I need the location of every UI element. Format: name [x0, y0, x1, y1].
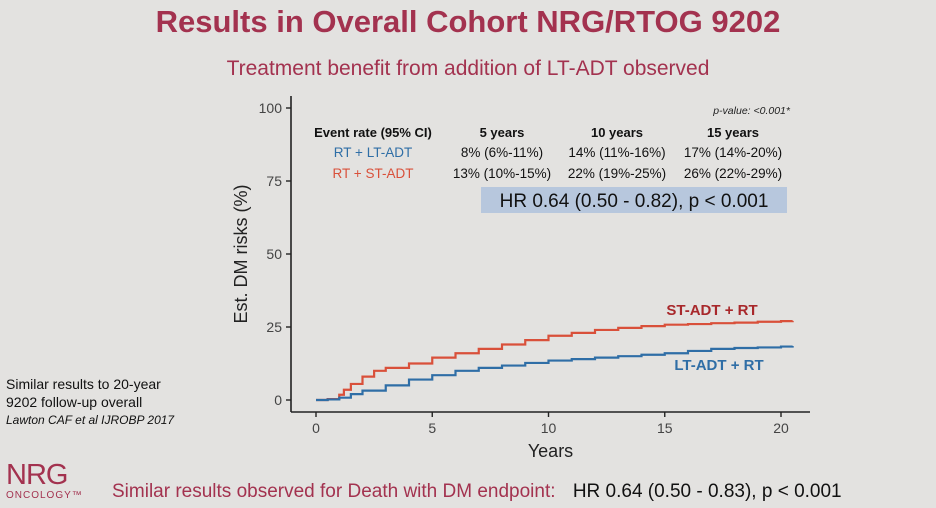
logo-sub: ONCOLOGY™	[6, 490, 83, 501]
y-tick-label: 50	[266, 246, 282, 262]
y-tick-label: 75	[266, 173, 282, 189]
y-axis-label: Est. DM risks (%)	[231, 185, 251, 324]
table-cell: 26% (22%-29%)	[684, 166, 782, 181]
x-tick-label: 10	[541, 420, 557, 436]
table-cell: 17% (14%-20%)	[684, 145, 782, 160]
slide-subtitle: Treatment benefit from addition of LT-AD…	[226, 57, 710, 80]
series-line-1	[316, 345, 794, 402]
table-row-label: RT + ST-ADT	[333, 166, 414, 181]
citation: Lawton CAF et al IJROBP 2017	[6, 413, 175, 427]
table-header: 5 years	[480, 125, 525, 140]
logo-main: NRG	[6, 459, 68, 491]
table-cell: 14% (11%-16%)	[568, 145, 665, 160]
hr-box-background	[481, 187, 787, 213]
footer: Similar results observed for Death with …	[112, 481, 842, 503]
table-cell: 22% (19%-25%)	[568, 166, 666, 181]
y-tick-label: 0	[274, 392, 282, 408]
x-tick-label: 20	[773, 420, 789, 436]
series-label-st-adt: ST-ADT + RT	[666, 302, 757, 319]
footer-text: Similar results observed for Death with …	[112, 481, 556, 502]
nrg-oncology-logo: NRG ONCOLOGY™	[6, 460, 106, 506]
table-cell: 8% (6%-11%)	[461, 145, 543, 160]
table-header: 10 years	[591, 125, 643, 140]
x-tick-label: 15	[657, 420, 673, 436]
series-line-0	[316, 320, 794, 402]
x-tick-label: 5	[428, 420, 436, 436]
x-axis-label: Years	[528, 441, 573, 461]
y-tick-label: 25	[266, 319, 282, 335]
side-note-line1: Similar results to 20-year	[6, 376, 161, 392]
hr-box-text: HR 0.64 (0.50 - 0.82), p < 0.001	[500, 191, 769, 212]
p-value-note: p-value: <0.001*	[712, 105, 791, 117]
side-note-line2: 9202 follow-up overall	[6, 394, 143, 410]
table-cell: 13% (10%-15%)	[453, 166, 551, 181]
y-tick-label: 100	[259, 100, 283, 116]
table-header: Event rate (95% CI)	[314, 125, 432, 140]
table-row-label: RT + LT-ADT	[334, 145, 412, 160]
table-header: 15 years	[707, 125, 759, 140]
slide-title: Results in Overall Cohort NRG/RTOG 9202	[155, 4, 781, 39]
series-label-lt-adt: LT-ADT + RT	[674, 357, 763, 374]
footer-hr: HR 0.64 (0.50 - 0.83), p < 0.001	[572, 481, 842, 502]
x-tick-label: 0	[312, 420, 320, 436]
side-note: Similar results to 20-year 9202 follow-u…	[6, 375, 174, 429]
